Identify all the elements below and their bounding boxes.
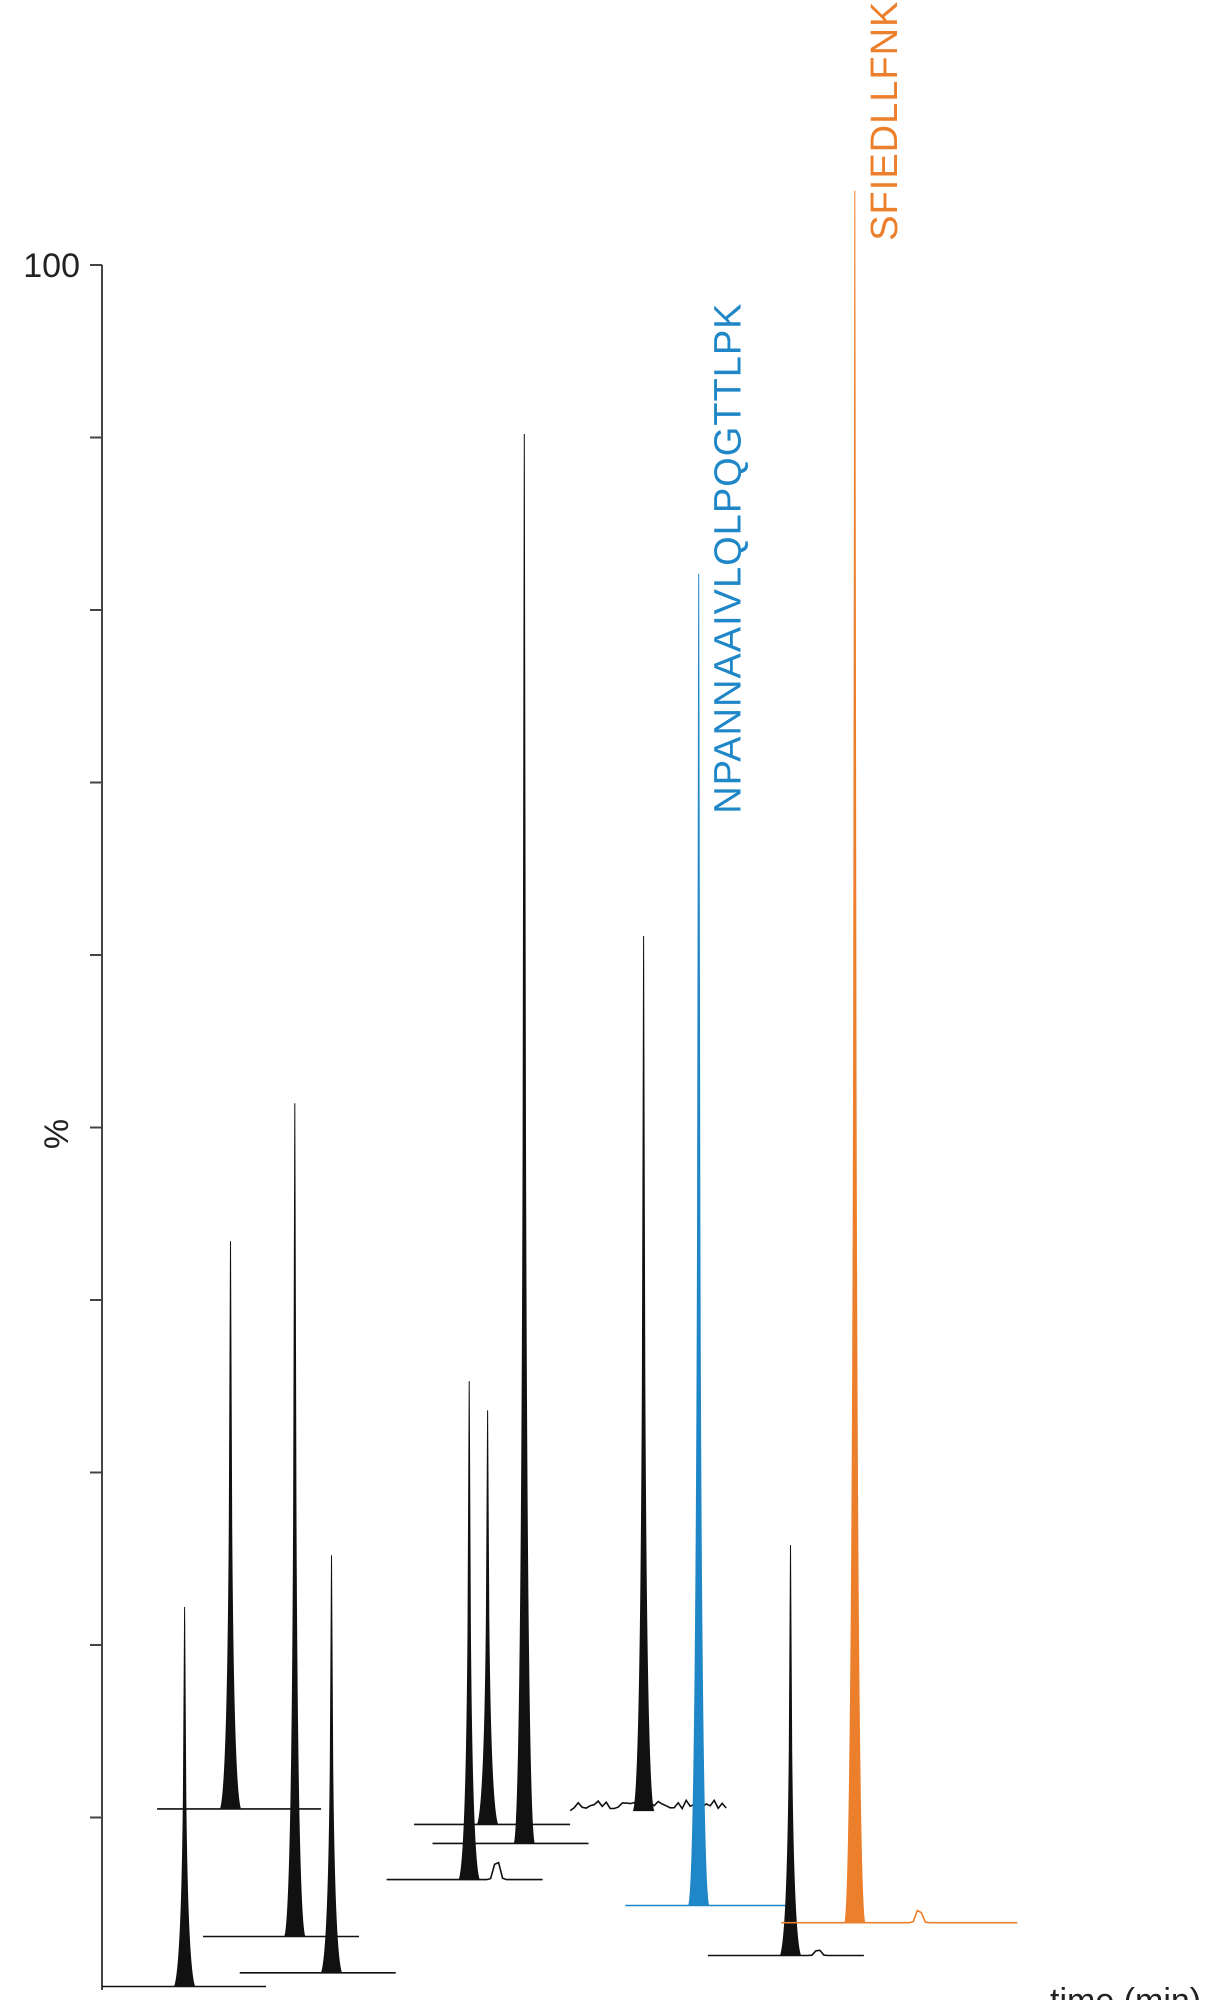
trace-9	[707, 1544, 864, 1957]
chromatogram-traces	[102, 190, 1018, 1988]
y-axis-ticks: 100	[23, 247, 102, 1819]
trace-8	[625, 573, 790, 1907]
trace-10	[781, 190, 1018, 1924]
trace-4	[386, 1381, 543, 1881]
trace-peak-8	[687, 573, 710, 1906]
peak-label-8: NPANNAAIVLQLPQGTTLPK	[708, 302, 750, 813]
y-axis-label: %	[38, 1119, 76, 1149]
trace-peak-10	[844, 190, 866, 1924]
y-tick-label-0: 100	[23, 247, 80, 285]
trace-2	[203, 1103, 359, 1938]
trace-5	[414, 1410, 571, 1826]
trace-peak-2	[284, 1103, 306, 1937]
trace-peak-9	[779, 1544, 802, 1956]
trace-3	[239, 1555, 396, 1974]
trace-peak-4	[458, 1381, 480, 1881]
trace-peak-6	[513, 433, 536, 1844]
x-axis-label: time (min)	[1050, 1982, 1201, 2000]
trace-0	[102, 1606, 266, 1988]
trace-peak-1	[219, 1241, 242, 1810]
peak-label-10: SFIEDLLFNK	[864, 1, 906, 241]
trace-peak-5	[476, 1410, 499, 1825]
trace-baseline-10	[781, 1909, 1018, 1924]
trace-peak-3	[320, 1555, 343, 1974]
peak-labels: NPANNAAIVLQLPQGTTLPK SFIEDLLFNK	[708, 1, 906, 814]
trace-6	[432, 433, 589, 1845]
trace-peak-7	[632, 935, 655, 1812]
chart-axes: 100 % time (min)	[23, 247, 1201, 2000]
trace-peak-0	[173, 1606, 196, 1987]
